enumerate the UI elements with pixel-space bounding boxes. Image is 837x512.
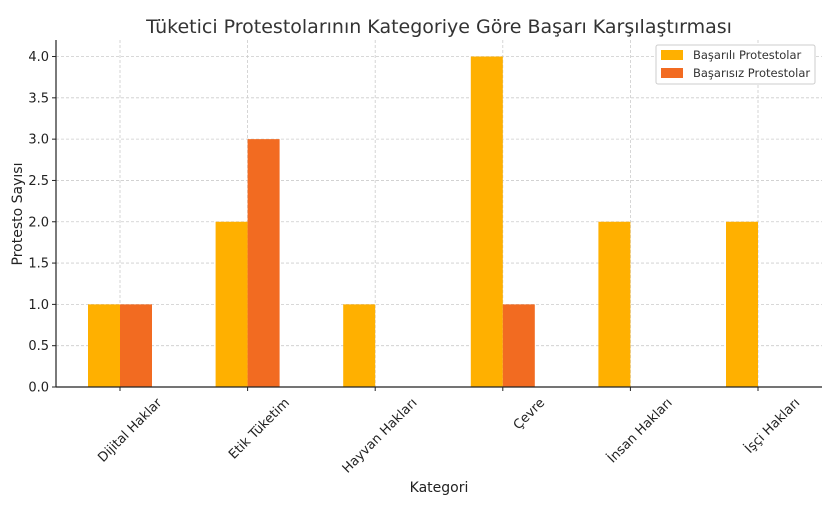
- y-ticks: 0.0 0.5 1.0 1.5 2.0 2.5 3.0 3.5 4.0: [28, 50, 56, 396]
- bar-failed: [120, 304, 152, 387]
- axes: [55, 40, 822, 388]
- y-tick-label: 4.0: [28, 50, 49, 65]
- legend-swatch-successful: [661, 50, 683, 60]
- bar-successful: [598, 221, 631, 387]
- bar-successful: [343, 304, 376, 387]
- x-tick-label: İşçi Hakları: [742, 395, 804, 457]
- grid: [56, 40, 822, 388]
- legend: Başarılı Protestolar Başarısız Protestol…: [655, 44, 816, 85]
- bar-successful: [215, 221, 248, 387]
- chart-title: Tüketici Protestolarının Kategoriye Göre…: [145, 16, 732, 38]
- legend-swatch-failed: [661, 68, 683, 78]
- x-tick-label: Çevre: [511, 396, 548, 433]
- x-tick-label: Etik Tüketim: [226, 396, 293, 463]
- y-tick-label: 2.0: [28, 215, 49, 230]
- x-axis-label: Kategori: [410, 480, 469, 496]
- y-tick-label: 1.0: [28, 298, 49, 313]
- bar-failed: [247, 139, 280, 387]
- bar-successful: [88, 304, 120, 387]
- legend-box: [655, 44, 816, 85]
- y-tick-label: 0.0: [28, 381, 49, 396]
- y-tick-label: 2.5: [28, 174, 49, 189]
- legend-label-successful: Başarılı Protestolar: [693, 48, 802, 62]
- legend-label-failed: Başarısız Protestolar: [693, 66, 810, 80]
- bars: [88, 56, 758, 388]
- bar-successful: [470, 56, 503, 388]
- y-tick-label: 1.5: [28, 257, 49, 272]
- bar-failed: [502, 304, 535, 387]
- bar-successful: [726, 221, 758, 387]
- y-axis-label: Protesto Sayısı: [10, 163, 26, 266]
- x-tick-label: İnsan Hakları: [604, 395, 675, 466]
- y-tick-label: 0.5: [28, 339, 49, 354]
- x-ticks: Dijital Haklar Etik Tüketim Hayvan Hakları…: [95, 387, 803, 476]
- x-tick-label: Hayvan Hakları: [340, 396, 421, 477]
- x-tick-label: Dijital Haklar: [95, 395, 165, 465]
- y-tick-label: 3.0: [28, 133, 49, 148]
- y-tick-label: 3.5: [28, 91, 49, 106]
